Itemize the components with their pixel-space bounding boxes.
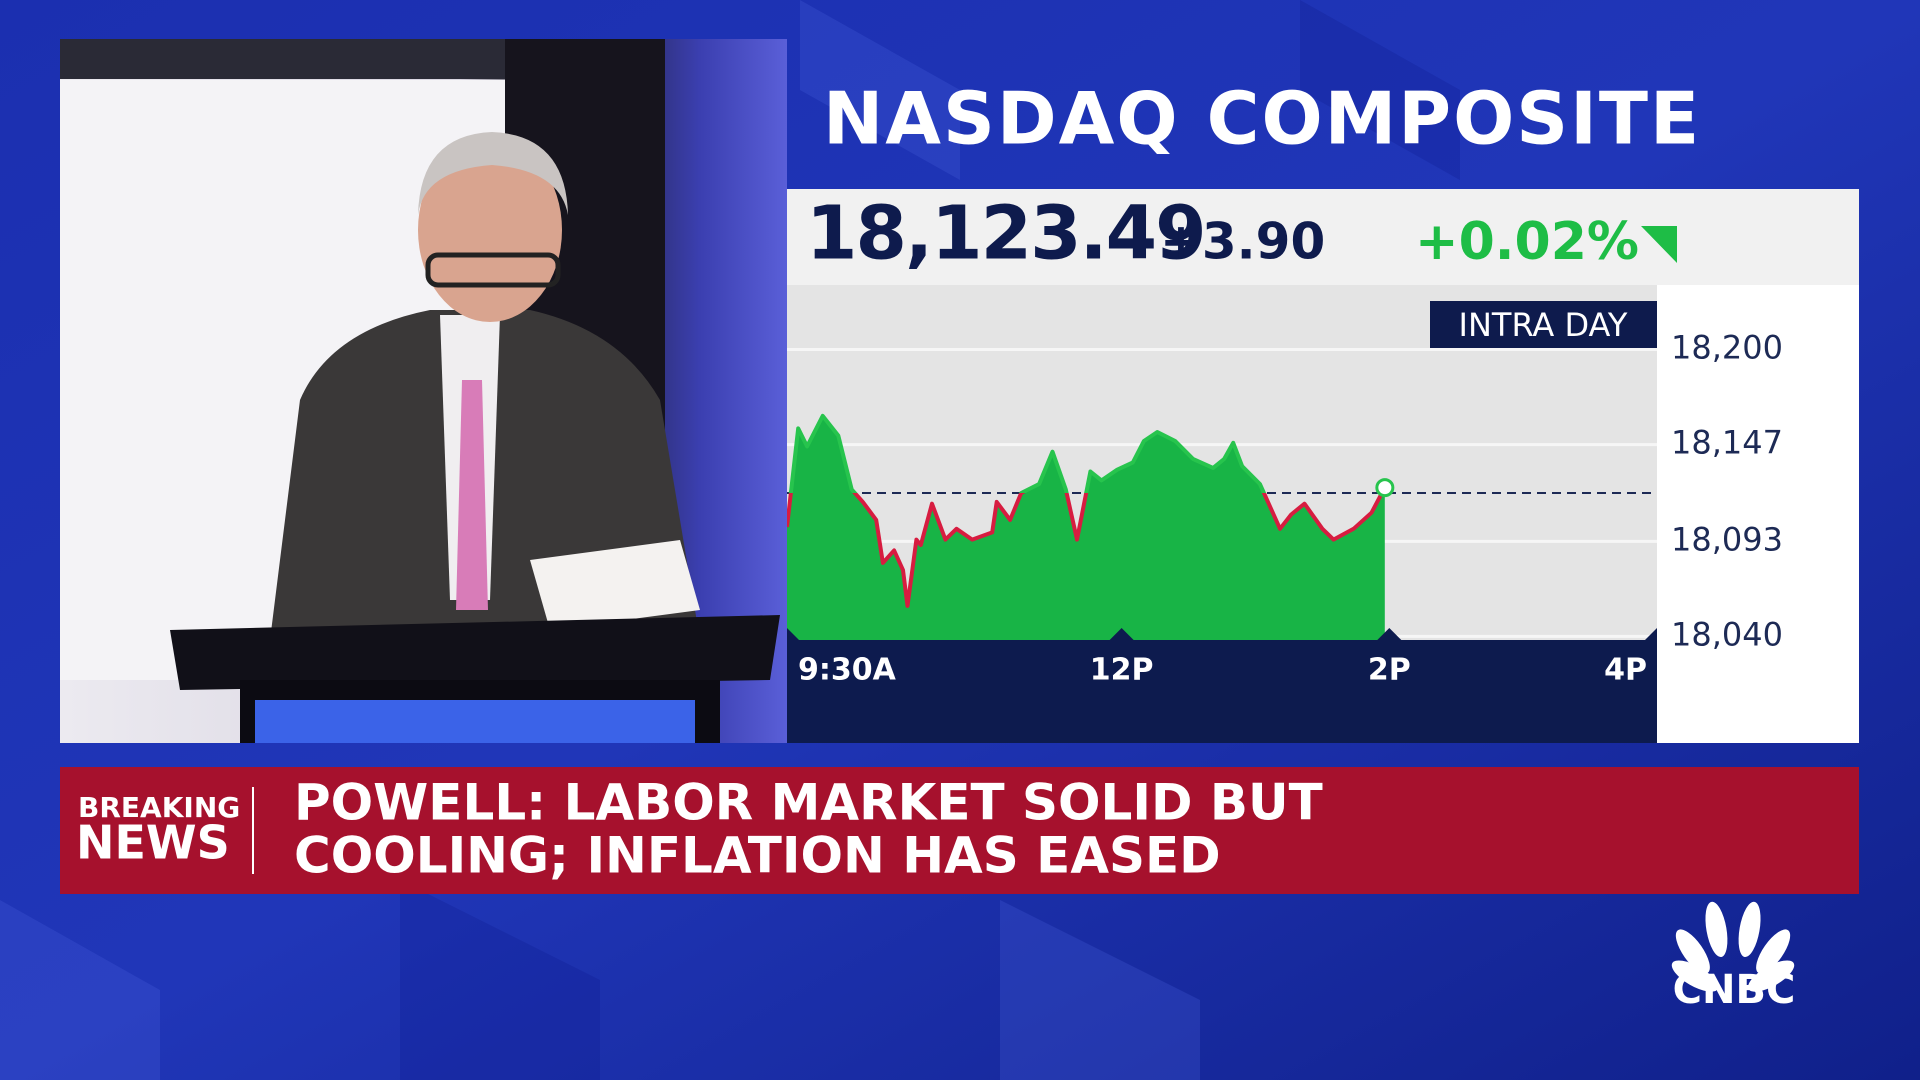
x-tick-mark [1377,628,1402,640]
x-tick [787,628,799,640]
headline-line: COOLING; INFLATION HAS EASED [294,827,1221,885]
price-line [787,413,1387,608]
chart-title: NASDAQ COMPOSITE [823,77,1701,161]
last-point [1375,478,1395,498]
x-tick-label: 2P [1368,653,1411,688]
x-tick-mark [1645,628,1657,640]
x-tick-label: 4P [1604,653,1647,688]
breaking-label: BREAKING [78,791,240,824]
period-label: INTRA DAY [1459,306,1628,344]
y-tick-label: 18,040 [1671,615,1783,653]
percent-change: +0.02% [1415,212,1639,272]
last-price: 18,123.49 [806,191,1205,277]
quote-header [787,189,1859,285]
x-tick [1645,628,1657,640]
headline-line: POWELL: LABOR MARKET SOLID BUT [294,774,1323,832]
x-tick-mark [787,628,799,640]
network-logo: CNBC [1673,967,1796,1013]
video-feed [60,39,787,743]
x-tick-label: 12P [1090,653,1154,688]
network-peacock [1671,901,1795,992]
change-arrow [1641,226,1677,263]
y-tick-label: 18,093 [1671,520,1783,558]
y-tick-label: 18,147 [1671,424,1783,462]
x-tick-mark [1109,628,1134,640]
area-fill [787,415,1385,640]
x-axis-strip [787,640,1657,743]
net-change: +3.90 [1160,213,1325,271]
x-tick [1377,628,1402,640]
background-pattern [0,0,1200,1080]
news-label: NEWS [76,816,230,870]
x-tick [1109,628,1134,640]
series [787,413,1387,640]
x-tick-label: 9:30A [798,653,897,688]
period-badge [1430,301,1657,351]
chart: 18,200 18,147 18,093 18,040 9:30A 12P 2P 4P [787,329,1783,688]
y-tick-label: 18,200 [1671,329,1783,367]
breaking-bar [60,767,1859,894]
